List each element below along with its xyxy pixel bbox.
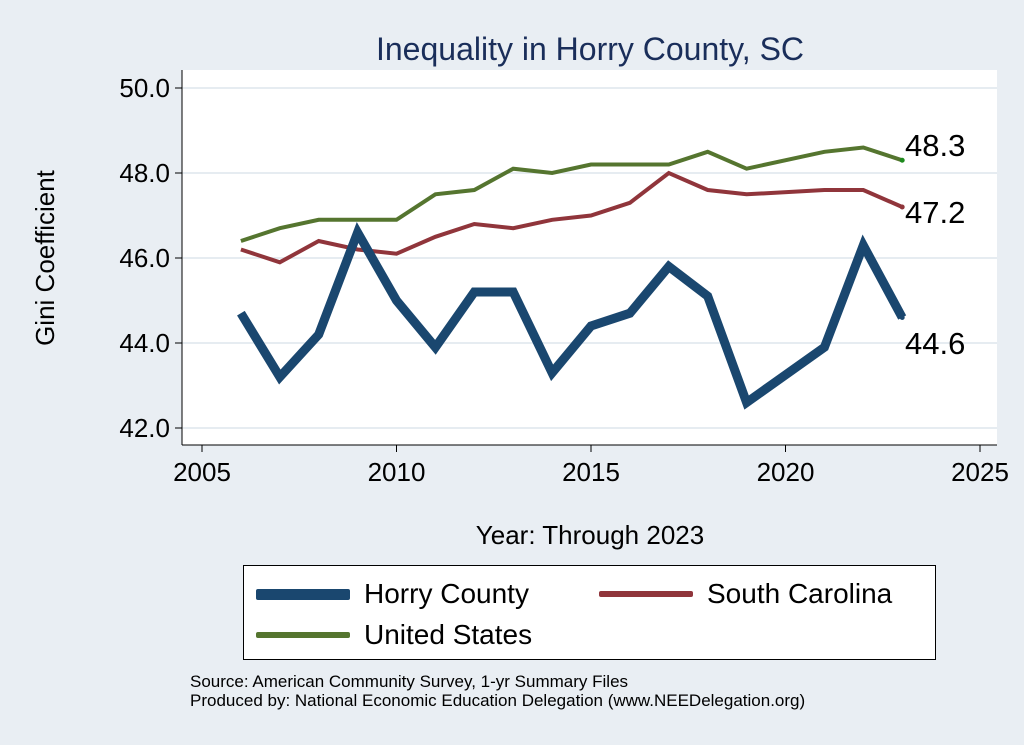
chart-title: Inequality in Horry County, SC [376,31,804,67]
x-tick-label: 2015 [562,457,620,487]
y-tick-label: 50.0 [119,73,170,103]
legend-swatch-united-states [256,632,350,638]
legend-item-horry-county: Horry County [256,576,529,612]
y-axis-label: Gini Coefficient [30,169,60,346]
legend: Horry County South Carolina United State… [243,565,936,660]
source-line: Source: American Community Survey, 1-yr … [190,672,629,691]
legend-label-south-carolina: South Carolina [707,578,893,609]
end-label-horry-county: 44.6 [905,326,965,361]
end-labels: 44.6 47.2 48.3 [899,128,965,361]
legend-item-united-states: United States [256,617,532,653]
x-axis-label: Year: Through 2023 [476,520,704,550]
x-tick-label: 2010 [368,457,426,487]
series-lines [237,145,907,410]
legend-item-south-carolina: South Carolina [599,576,892,612]
end-marker-horry-county [899,315,905,320]
legend-swatch-south-carolina [599,591,693,597]
series-line-united-states [240,145,903,243]
y-tick-label: 44.0 [119,328,170,358]
series-line-horry-county [237,222,907,410]
y-tick-label: 46.0 [119,243,170,273]
legend-label-united-states: United States [364,619,533,650]
series-line-south-carolina [240,170,904,265]
x-tick-label: 2020 [757,457,815,487]
x-tick-label: 2025 [951,457,1009,487]
legend-swatch-horry-county [256,588,350,600]
y-tick-label: 48.0 [119,158,170,188]
source-note: Source: American Community Survey, 1-yr … [190,672,805,710]
end-marker-south-carolina [899,204,905,210]
legend-label-horry-county: Horry County [364,578,529,609]
end-label-south-carolina: 47.2 [905,195,965,230]
y-tick-label: 42.0 [119,413,170,443]
chart: Inequality in Horry County, SC 42.044.04… [30,31,1009,550]
axes: 42.0 44.0 46.0 48.0 50.0 2005 2010 2015 2020 2025 [119,70,1009,487]
end-marker-united-states [899,157,905,163]
producer-line: Produced by: National Economic Education… [190,691,806,710]
end-label-united-states: 48.3 [905,128,965,163]
x-tick-label: 2005 [173,457,231,487]
